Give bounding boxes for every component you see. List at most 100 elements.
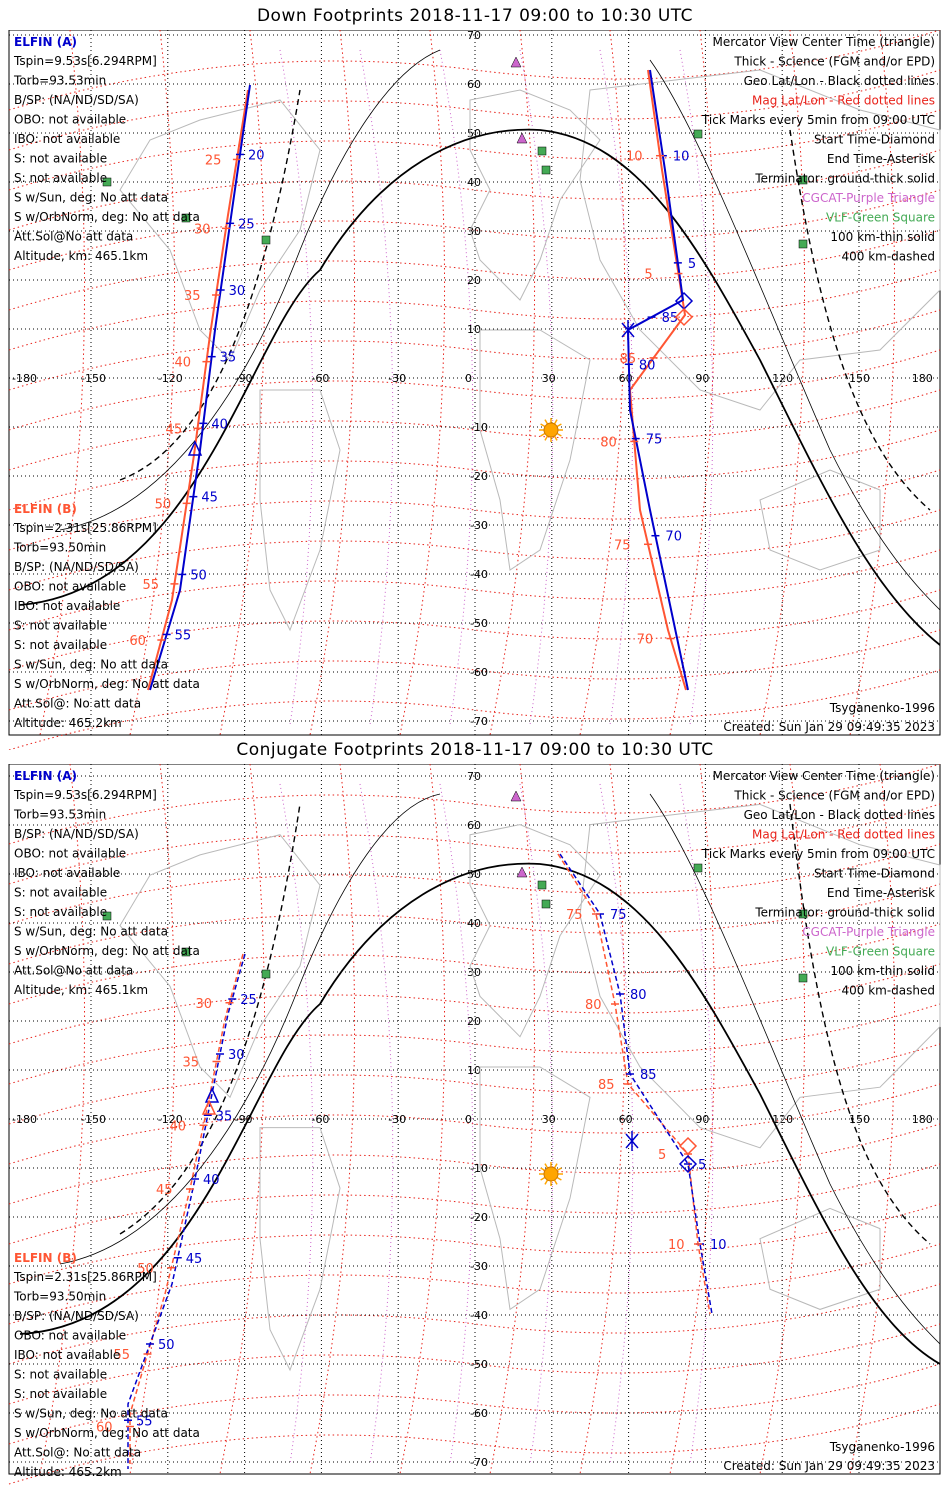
track-elfin-a-1-label: 35 (216, 1109, 233, 1124)
track-elfin-b-2-label: 85 (620, 352, 637, 367)
elfin-a-info-line: S: not available (14, 171, 107, 185)
lat-label: 70 (467, 770, 481, 783)
elfin-b-info-line: IBO: not available (14, 1348, 120, 1362)
vlf-square (541, 165, 551, 175)
mag-lon-line (849, 764, 896, 1475)
coastline (469, 824, 601, 1038)
track-elfin-a-2-label: 75 (646, 433, 663, 448)
track-elfin-b-2-label: 70 (637, 633, 654, 648)
sun-ray (540, 423, 546, 428)
elfin-b-info-line: S: not available (14, 1368, 107, 1382)
lon-label: -60 (311, 1113, 329, 1126)
coastline (469, 89, 601, 301)
elfin-a-info-line: Att.Sol@No att data (14, 230, 133, 244)
mag-lon-line (489, 764, 536, 1475)
elfin-b-info-line: Att.Sol@: No att data (14, 697, 141, 711)
lat-label: -50 (470, 1358, 488, 1371)
vlf-square (181, 947, 191, 957)
track-elfin-b-2-label: 5 (644, 268, 652, 283)
elfin-b-info-line: S w/OrbNorm, deg: No att data (14, 677, 200, 691)
mag-lon-line (129, 30, 176, 736)
mag-lon-line (399, 764, 446, 1475)
start-diamond (678, 1154, 698, 1174)
lat-label: 30 (467, 225, 481, 238)
cgcat-dotted (519, 49, 554, 726)
track-elfin-a-1-label: 25 (240, 993, 257, 1008)
elfin-b-name: ELFIN (B) (14, 1251, 77, 1265)
hundred-km-line (59, 793, 941, 1345)
track-elfin-b-2-label: 10 (668, 1238, 685, 1253)
vlf-square (798, 175, 808, 185)
cgcat-dotted (439, 49, 474, 726)
legend-line: Geo Lat/Lon - Black dotted lines (744, 808, 935, 822)
lat-label: 60 (467, 78, 481, 91)
track-elfin-a-2-label: 70 (665, 530, 682, 545)
cgcat-dotted (279, 783, 314, 1465)
legend-line: End Time-Asterisk (827, 886, 935, 900)
legend-line: Tick Marks every 5min from 09:00 UTC (701, 847, 935, 861)
vlf-square (102, 177, 112, 187)
center-triangle-b (201, 1099, 217, 1115)
legend-line: CGCAT-Purple Triangle (802, 925, 935, 939)
lon-label: 90 (695, 1113, 709, 1126)
vlf-square (541, 899, 551, 909)
mag-lon-line (579, 30, 626, 736)
mag-lon-line (219, 764, 266, 1475)
legend-line: Start Time-Diamond (814, 867, 935, 881)
lat-label: -10 (470, 421, 488, 434)
elfin-b-info-line: OBO: not available (14, 580, 126, 594)
elfin-a-info-line: S: not available (14, 905, 107, 919)
elfin-b-info-line: Tspin=2.31s[25.86RPM] (13, 1270, 157, 1284)
legend-line: Mag Lat/Lon - Red dotted lines (752, 828, 935, 842)
track-elfin-a-2-label: 5 (698, 1158, 706, 1173)
elfin-b-info-line: S w/Sun, deg: No att data (14, 658, 168, 672)
lat-label: -30 (470, 519, 488, 532)
legend-line: 400 km-dashed (841, 984, 935, 998)
legend-line: Geo Lat/Lon - Black dotted lines (744, 74, 935, 88)
track-elfin-a-1-label: 30 (229, 284, 246, 299)
vlf-square (181, 213, 191, 223)
lon-label: 0 (465, 372, 472, 385)
legend-line: Thick - Science (FGM and/or EPD) (733, 55, 935, 69)
elfin-a-info-line: Tspin=9.53s[6.294RPM] (13, 54, 157, 68)
elfin-b-name: ELFIN (B) (14, 502, 77, 516)
legend-line: End Time-Asterisk (827, 152, 935, 166)
elfin-a-info-line: Torb=93.53min (13, 74, 106, 88)
sun-ray (544, 1179, 549, 1185)
legend-line: Start Time-Diamond (814, 133, 935, 147)
vlf-square (798, 909, 808, 919)
lon-label: -120 (158, 372, 183, 385)
legend-line: VLF-Green Square (826, 945, 935, 959)
legend-line: Terminator: ground-thick solid (754, 906, 935, 920)
track-elfin-a-2-label: 85 (640, 1068, 657, 1083)
elfin-a-info-line: S w/OrbNorm, deg: No att data (14, 210, 200, 224)
terminator-line (19, 862, 941, 1365)
track-elfin-a-2-label: 80 (630, 988, 647, 1003)
track-elfin-b-2-label: 85 (598, 1078, 615, 1093)
sun-ray (556, 432, 562, 437)
cgcat-dotted (279, 49, 314, 726)
hundred-km-line (59, 49, 941, 611)
elfin-b-info-line: Tspin=2.31s[25.86RPM] (13, 521, 157, 535)
sun-ray (540, 1167, 546, 1172)
coastline (259, 1127, 341, 1372)
elfin-b-info-line: Torb=93.50min (13, 541, 106, 555)
lat-label: -30 (470, 1260, 488, 1273)
mag-lon-line (219, 30, 266, 736)
lat-label: 60 (467, 819, 481, 832)
elfin-b-info-line: Altitude: 465.2km (14, 1465, 122, 1479)
mag-lon-line (849, 30, 896, 736)
lat-label: -60 (470, 1407, 488, 1420)
lat-label: 10 (467, 323, 481, 336)
vlf-square (537, 880, 547, 890)
lat-label: -60 (470, 666, 488, 679)
elfin-b-info-line: B/SP: (NA/ND/SD/SA) (14, 560, 139, 574)
vlf-square (261, 969, 271, 979)
track-elfin-b-2-label: 75 (614, 538, 631, 553)
elfin-a-info-line: IBO: not available (14, 132, 120, 146)
elfin-b-info-line: Torb=93.50min (13, 1290, 106, 1304)
lat-label: -10 (470, 1162, 488, 1175)
track-elfin-a-1-label: 35 (220, 351, 237, 366)
track-elfin-b-1-label: 45 (166, 422, 183, 437)
elfin-b-info-line: B/SP: (NA/ND/SD/SA) (14, 1309, 139, 1323)
